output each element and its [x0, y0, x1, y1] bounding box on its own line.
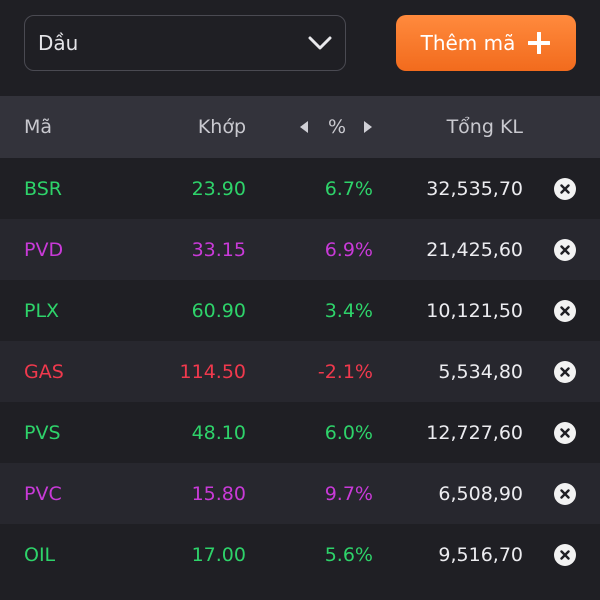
table-row[interactable]: BSR 23.90 6.7% 32,535,70 — [0, 158, 600, 219]
percent-change: -2.1% — [317, 360, 373, 383]
column-header-volume[interactable]: Tổng KL — [446, 116, 523, 138]
category-dropdown-value: Dầu — [38, 31, 79, 55]
add-symbol-label: Thêm mã — [420, 31, 516, 55]
remove-button[interactable] — [553, 402, 577, 463]
column-header-price[interactable]: Khớp — [197, 116, 246, 138]
percent-change: 3.4% — [324, 299, 373, 322]
table-row[interactable]: PVD 33.15 6.9% 21,425,60 — [0, 219, 600, 280]
caret-right-icon[interactable] — [364, 121, 374, 133]
total-volume: 9,516,70 — [438, 543, 523, 566]
close-circle-icon — [554, 543, 576, 566]
remove-button[interactable] — [553, 341, 577, 402]
percent-change: 6.9% — [324, 238, 373, 261]
total-volume: 32,535,70 — [426, 177, 523, 200]
table-row[interactable]: PVS 48.10 6.0% 12,727,60 — [0, 402, 600, 463]
table-row[interactable]: PLX 60.90 3.4% 10,121,50 — [0, 280, 600, 341]
chevron-down-icon — [307, 30, 333, 56]
close-circle-icon — [554, 482, 576, 505]
remove-button[interactable] — [553, 280, 577, 341]
column-header-percent-label[interactable]: % — [327, 116, 347, 138]
table-row[interactable]: PVC 15.80 9.7% 6,508,90 — [0, 463, 600, 524]
total-volume: 12,727,60 — [426, 421, 523, 444]
watchlist-table-body: BSR 23.90 6.7% 32,535,70 PVD 33.15 6.9% 21,425,… — [0, 158, 600, 585]
match-price: 60.90 — [191, 299, 246, 322]
stock-symbol[interactable]: GAS — [24, 360, 64, 383]
close-circle-icon — [554, 360, 576, 383]
close-circle-icon — [554, 421, 576, 444]
close-circle-icon — [554, 238, 576, 261]
stock-symbol[interactable]: BSR — [24, 177, 62, 200]
add-symbol-button[interactable]: Thêm mã — [396, 15, 576, 71]
column-header-percent: % — [300, 96, 374, 158]
total-volume: 21,425,60 — [426, 238, 523, 261]
total-volume: 6,508,90 — [438, 482, 523, 505]
remove-button[interactable] — [553, 524, 577, 585]
stock-symbol[interactable]: PLX — [24, 299, 60, 322]
match-price: 15.80 — [191, 482, 246, 505]
stock-symbol[interactable]: PVC — [24, 482, 62, 505]
toolbar: Dầu Thêm mã — [0, 0, 600, 96]
remove-button[interactable] — [553, 219, 577, 280]
total-volume: 5,534,80 — [438, 360, 523, 383]
match-price: 33.15 — [191, 238, 246, 261]
match-price: 23.90 — [191, 177, 246, 200]
category-dropdown[interactable]: Dầu — [24, 15, 346, 71]
column-header-symbol[interactable]: Mã — [24, 116, 53, 138]
remove-button[interactable] — [553, 463, 577, 524]
percent-change: 6.0% — [324, 421, 373, 444]
percent-change: 6.7% — [324, 177, 373, 200]
plus-icon — [527, 31, 551, 55]
stock-symbol[interactable]: PVD — [24, 238, 64, 261]
match-price: 48.10 — [191, 421, 246, 444]
total-volume: 10,121,50 — [426, 299, 523, 322]
match-price: 114.50 — [179, 360, 246, 383]
table-header: Mã Khớp % Tổng KL — [0, 96, 600, 158]
stock-symbol[interactable]: OIL — [24, 543, 56, 566]
close-circle-icon — [554, 299, 576, 322]
percent-change: 9.7% — [324, 482, 373, 505]
table-row[interactable]: OIL 17.00 5.6% 9,516,70 — [0, 524, 600, 585]
stock-symbol[interactable]: PVS — [24, 421, 61, 444]
remove-button[interactable] — [553, 158, 577, 219]
close-circle-icon — [554, 177, 576, 200]
table-row[interactable]: GAS 114.50 -2.1% 5,534,80 — [0, 341, 600, 402]
percent-change: 5.6% — [324, 543, 373, 566]
match-price: 17.00 — [191, 543, 246, 566]
caret-left-icon[interactable] — [300, 121, 310, 133]
